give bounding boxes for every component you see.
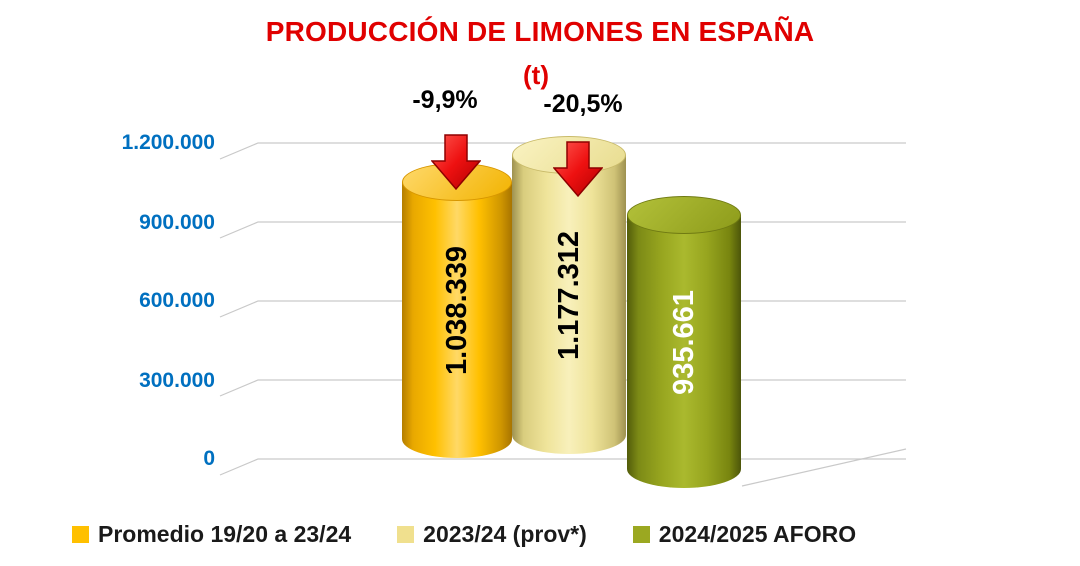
cylinder-bottom <box>402 420 512 458</box>
cylinder-top <box>627 196 741 234</box>
gridlines <box>219 142 907 487</box>
y-axis-tick: 1.200.000 <box>121 131 215 154</box>
down-arrow-icon <box>553 141 603 198</box>
legend-label: 2023/24 (prov*) <box>423 521 587 547</box>
chart-title: PRODUCCIÓN DE LIMONES EN ESPAÑA <box>265 16 815 47</box>
legend-swatch <box>397 526 415 543</box>
y-axis-tick: 300.000 <box>139 369 215 392</box>
cylinder-body <box>512 155 626 435</box>
legend-item-2024-2025: 2024/2025 AFORO <box>632 521 857 548</box>
cylinder-bottom <box>627 450 741 488</box>
cylinder-body <box>627 215 741 469</box>
legend-item-2023-24: 2023/24 (prov*) <box>397 521 587 548</box>
cylinder-body <box>402 182 512 439</box>
bar-2024-2025-aforo: 935.661 <box>627 196 741 488</box>
legend-label: 2024/2025 AFORO <box>658 521 857 547</box>
down-arrow-icon <box>431 134 481 191</box>
cylinder-bottom <box>512 416 626 454</box>
legend: Promedio 19/20 a 23/24 2023/24 (prov*) 2… <box>72 521 856 548</box>
y-axis-tick: 600.000 <box>139 289 215 312</box>
bar-2023-24-prov: 1.177.312 <box>512 136 626 454</box>
annotation-pct-promedio: -9,9% <box>412 86 478 114</box>
y-axis-tick: 900.000 <box>139 211 215 234</box>
y-axis-tick: 0 <box>203 447 215 470</box>
chart-units-label: (t) <box>523 60 549 90</box>
bar-value-label: 935.661 <box>667 289 700 395</box>
legend-label: Promedio 19/20 a 23/24 <box>98 521 352 547</box>
bar-promedio-19-20-a-23-24: 1.038.339 <box>402 163 512 458</box>
bar-value-label: 1.038.339 <box>440 245 473 376</box>
legend-swatch <box>72 526 89 543</box>
annotation-pct-2023-24: -20,5% <box>543 90 623 118</box>
legend-item-promedio: Promedio 19/20 a 23/24 <box>72 521 351 548</box>
legend-swatch <box>632 526 650 543</box>
